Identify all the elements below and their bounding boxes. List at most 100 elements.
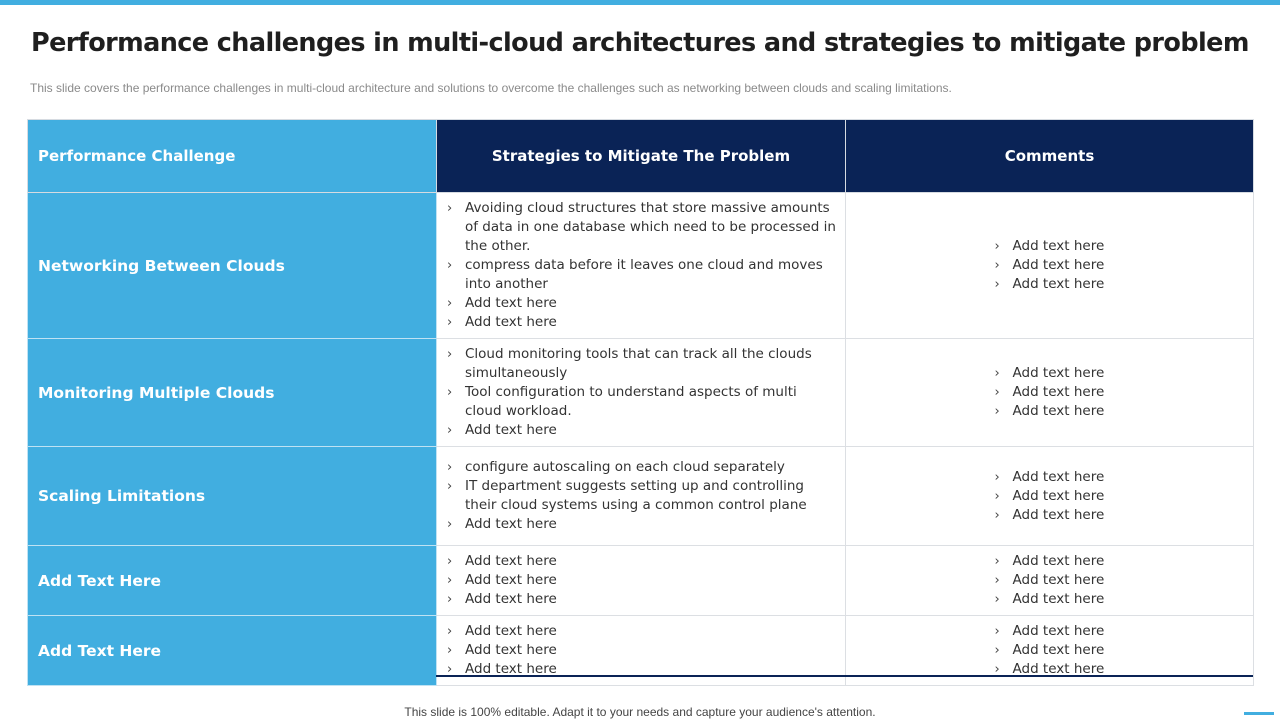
- strategy-item-text: Add text here: [465, 661, 557, 677]
- strategy-cell: › Cloud monitoring tools that can track a…: [436, 338, 846, 447]
- strategy-item-text: Add text here: [465, 553, 557, 569]
- strategy-list: › Cloud monitoring tools that can track a…: [447, 345, 837, 440]
- comments-cell: › Add text here › Add text here › Add text he…: [845, 615, 1254, 686]
- comments-list: › Add text here › Add text here › Add text he…: [995, 237, 1105, 294]
- strategy-cell: › Add text here › Add text here › Add text he…: [436, 545, 846, 616]
- chevron-right-icon: ›: [994, 239, 1000, 254]
- strategy-item-text: Avoiding cloud structures that store mas…: [465, 200, 836, 254]
- table-row: Networking Between Clouds › Avoiding cloud…: [27, 192, 1254, 339]
- table-row: Scaling Limitations › configure autoscalin…: [27, 446, 1254, 546]
- challenge-cell: Add Text Here: [27, 545, 437, 616]
- comment-item: › Add text here: [995, 660, 1105, 679]
- strategy-item: › Add text here: [447, 571, 837, 590]
- chevron-right-icon: ›: [447, 479, 453, 494]
- comments-list: › Add text here › Add text here › Add text he…: [995, 622, 1105, 679]
- chevron-right-icon: ›: [447, 624, 453, 639]
- chevron-right-icon: ›: [994, 573, 1000, 588]
- chevron-right-icon: ›: [447, 573, 453, 588]
- strategy-item-text: compress data before it leaves one cloud…: [465, 257, 823, 292]
- chevron-right-icon: ›: [447, 554, 453, 569]
- header-strategies: Strategies to Mitigate The Problem: [436, 119, 846, 193]
- strategy-item: › Tool configuration to understand aspect…: [447, 383, 837, 421]
- strategy-item: › Avoiding cloud structures that store ma…: [447, 199, 837, 256]
- comment-item-text: Add text here: [1012, 591, 1105, 607]
- chevron-right-icon: ›: [994, 258, 1000, 273]
- chevron-right-icon: ›: [447, 296, 453, 311]
- strategy-item: › Add text here: [447, 515, 837, 534]
- comment-item-text: Add text here: [1012, 257, 1105, 273]
- strategy-item-text: Add text here: [465, 516, 557, 532]
- strategy-item: › Add text here: [447, 552, 837, 571]
- strategy-item: › Cloud monitoring tools that can track a…: [447, 345, 837, 383]
- strategy-item-text: IT department suggests setting up and co…: [465, 478, 807, 513]
- slide-title: Performance challenges in multi-cloud ar…: [31, 28, 1249, 58]
- comment-item: › Add text here: [995, 506, 1105, 525]
- challenge-cell: Monitoring Multiple Clouds: [27, 338, 437, 447]
- chevron-right-icon: ›: [994, 592, 1000, 607]
- strategy-cell: › Avoiding cloud structures that store ma…: [436, 192, 846, 339]
- chevron-right-icon: ›: [447, 347, 453, 362]
- strategy-item-text: Add text here: [465, 295, 557, 311]
- strategy-item: › Add text here: [447, 313, 837, 332]
- chevron-right-icon: ›: [447, 592, 453, 607]
- table-bottom-rule: [436, 675, 1253, 677]
- comment-item: › Add text here: [995, 364, 1105, 383]
- comments-cell: › Add text here › Add text here › Add text he…: [845, 192, 1254, 339]
- chevron-right-icon: ›: [447, 643, 453, 658]
- chevron-right-icon: ›: [447, 423, 453, 438]
- comment-item-text: Add text here: [1012, 553, 1105, 569]
- strategy-item-text: Add text here: [465, 314, 557, 330]
- strategy-list: › configure autoscaling on each cloud sep…: [447, 458, 837, 534]
- chevron-right-icon: ›: [994, 404, 1000, 419]
- chevron-right-icon: ›: [447, 258, 453, 273]
- chevron-right-icon: ›: [447, 517, 453, 532]
- chevron-right-icon: ›: [994, 488, 1000, 504]
- strategy-item-text: Add text here: [465, 642, 557, 658]
- strategy-item: › configure autoscaling on each cloud sep…: [447, 458, 837, 477]
- comment-item-text: Add text here: [1012, 468, 1105, 485]
- strategy-item: › Add text here: [447, 641, 837, 660]
- strategy-item: › compress data before it leaves one clou…: [447, 256, 837, 294]
- comment-item: › Add text here: [995, 487, 1105, 506]
- comment-item: › Add text here: [995, 275, 1105, 294]
- strategy-item: › IT department suggests setting up and c…: [447, 477, 837, 515]
- chevron-right-icon: ›: [994, 624, 1000, 639]
- challenge-cell: Networking Between Clouds: [27, 192, 437, 339]
- corner-accent-line: [1244, 712, 1274, 715]
- chevron-right-icon: ›: [994, 507, 1000, 523]
- table-header-row: Performance Challenge Strategies to Miti…: [27, 119, 1254, 193]
- strategy-item-text: Add text here: [465, 591, 557, 607]
- chevron-right-icon: ›: [447, 662, 453, 677]
- strategy-list: › Avoiding cloud structures that store ma…: [447, 199, 837, 332]
- strategy-item-text: Add text here: [465, 623, 557, 639]
- comment-item-text: Add text here: [1012, 506, 1105, 523]
- comment-item: › Add text here: [995, 402, 1105, 421]
- strategy-item-text: Tool configuration to understand aspects…: [465, 384, 797, 419]
- comment-item-text: Add text here: [1012, 238, 1105, 254]
- chevron-right-icon: ›: [994, 554, 1000, 569]
- comment-item-text: Add text here: [1012, 642, 1105, 658]
- comment-item-text: Add text here: [1012, 661, 1105, 677]
- comment-item-text: Add text here: [1012, 365, 1105, 381]
- comments-cell: › Add text here › Add text here › Add text he…: [845, 545, 1254, 616]
- strategy-item: › Add text here: [447, 660, 837, 679]
- top-accent-bar: [0, 0, 1280, 5]
- strategy-item-text: configure autoscaling on each cloud sepa…: [465, 459, 785, 475]
- comments-list: › Add text here › Add text here › Add text he…: [995, 468, 1105, 525]
- comment-item: › Add text here: [995, 552, 1105, 571]
- comment-item: › Add text here: [995, 237, 1105, 256]
- strategy-item-text: Cloud monitoring tools that can track al…: [465, 346, 812, 381]
- chevron-right-icon: ›: [994, 385, 1000, 400]
- comment-item: › Add text here: [995, 571, 1105, 590]
- comment-item: › Add text here: [995, 383, 1105, 402]
- comment-item: › Add text here: [995, 256, 1105, 275]
- chevron-right-icon: ›: [447, 460, 453, 475]
- strategy-cell: › configure autoscaling on each cloud sep…: [436, 446, 846, 546]
- strategy-item: › Add text here: [447, 421, 837, 440]
- chevron-right-icon: ›: [447, 385, 453, 400]
- strategy-item-text: Add text here: [465, 422, 557, 438]
- chevron-right-icon: ›: [994, 469, 1000, 485]
- strategy-item: › Add text here: [447, 590, 837, 609]
- table-row: Monitoring Multiple Clouds › Cloud monitor…: [27, 338, 1254, 447]
- strategy-item: › Add text here: [447, 622, 837, 641]
